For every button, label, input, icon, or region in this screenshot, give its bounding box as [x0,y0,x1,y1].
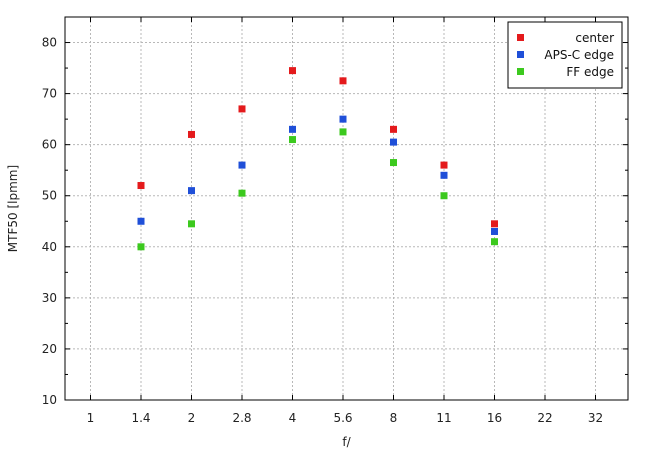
x-tick-label: 5.6 [333,411,352,425]
y-tick-label: 30 [42,291,57,305]
axes: 1 1.4 2 2.8 4 5.6 8 11 16 22 32 10 20 30 40 50 60 70 80 [42,16,628,425]
point-center [440,161,448,169]
legend: center APS-C edge FF edge [507,21,623,89]
x-tick-label: 32 [588,411,603,425]
point-aps-c-edge [188,187,195,195]
point-ff-edge [390,159,397,167]
y-tick-label: 40 [42,240,57,254]
x-tick-label: 16 [487,411,502,425]
legend-swatch [517,51,524,58]
x-axis-title: f/ [342,435,351,449]
x-tick-label: 8 [390,411,398,425]
y-axis-title: MTF50 [lpmm] [6,165,20,252]
point-aps-c-edge [491,227,498,235]
plot-frame [64,16,629,401]
point-ff-edge [440,192,448,200]
point-center [137,182,145,190]
point-ff-edge [491,238,498,246]
y-tick-label: 50 [42,189,57,203]
y-tick-label: 70 [42,87,57,101]
legend-swatch [517,34,524,41]
x-tick-label: 11 [436,411,451,425]
legend-label: APS-C edge [544,48,614,62]
point-aps-c-edge [440,171,448,179]
x-tick-label: 4 [289,411,297,425]
point-center [238,105,246,113]
point-ff-edge [238,189,246,197]
point-aps-c-edge [339,115,347,123]
point-aps-c-edge [390,138,397,146]
point-ff-edge [137,243,145,251]
point-ff-edge [289,136,296,144]
y-tick-label: 20 [42,342,57,356]
point-center [390,125,397,133]
point-center [491,220,498,228]
y-tick-label: 10 [42,393,57,407]
point-center [188,130,195,138]
legend-box [507,21,623,89]
grid [65,17,628,401]
y-tick-label: 60 [42,138,57,152]
x-tick-label: 1.4 [131,411,150,425]
point-aps-c-edge [238,161,246,169]
y-tick-label: 80 [42,36,57,50]
point-aps-c-edge [289,125,296,133]
x-tick-label: 2 [188,411,196,425]
point-center [339,77,347,85]
point-center [289,67,296,75]
data-points [137,67,498,251]
legend-label: FF edge [566,65,614,79]
legend-swatch [517,68,524,75]
point-ff-edge [339,128,347,136]
x-tick-label: 2.8 [232,411,251,425]
point-ff-edge [188,220,195,228]
legend-label: center [575,31,614,45]
x-tick-label: 1 [87,411,95,425]
point-aps-c-edge [137,217,145,225]
x-tick-label: 22 [537,411,552,425]
